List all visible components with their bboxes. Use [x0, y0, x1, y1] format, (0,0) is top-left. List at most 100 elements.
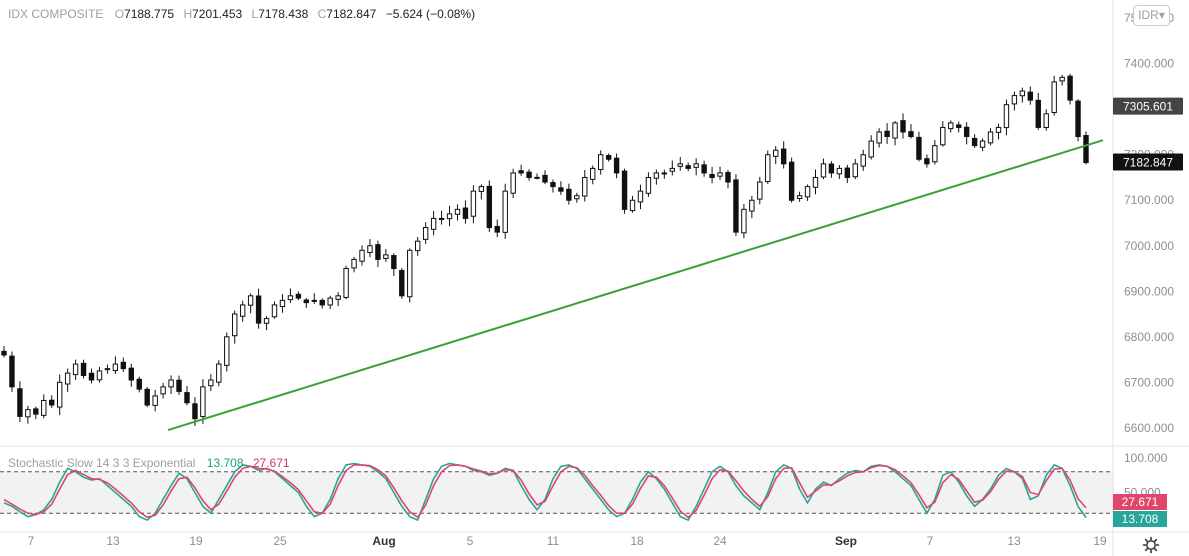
candle — [796, 195, 803, 199]
candle — [295, 293, 302, 299]
candle — [232, 313, 238, 337]
candle — [1035, 99, 1041, 128]
candle — [804, 186, 811, 198]
price-tick-label: 7100.000 — [1124, 193, 1174, 207]
candle — [502, 190, 508, 233]
stochastic-name[interactable]: Stochastic Slow 14 3 3 Exponential — [8, 456, 196, 470]
candle — [717, 172, 723, 177]
candle — [613, 157, 620, 174]
time-tick-label: 25 — [273, 534, 287, 548]
candle — [391, 254, 397, 270]
time-tick-label: Aug — [372, 534, 395, 548]
candle — [979, 140, 986, 148]
candle — [176, 379, 182, 392]
symbol-name[interactable]: IDX COMPOSITE — [8, 7, 104, 21]
candle — [876, 131, 882, 144]
candle — [271, 304, 278, 318]
candle — [104, 368, 111, 371]
time-tick-label: 18 — [630, 534, 644, 548]
price-tick-label: 7400.000 — [1124, 57, 1174, 71]
candle — [1067, 75, 1073, 101]
candle — [542, 174, 548, 183]
candle — [168, 379, 174, 388]
candles — [1, 73, 1089, 426]
candle — [335, 295, 341, 300]
close-key: C — [317, 7, 327, 21]
candle — [224, 336, 230, 366]
change-value: −5.624 (−0.08%) — [385, 7, 476, 21]
candle — [184, 392, 190, 404]
stochastic-legend[interactable]: Stochastic Slow 14 3 3 Exponential 13.70… — [8, 456, 290, 470]
stochastic-k-label — [1113, 511, 1167, 527]
candle — [415, 240, 421, 252]
price-tick-label: 6600.000 — [1124, 421, 1174, 435]
low-key: L — [251, 7, 259, 21]
candle — [590, 167, 596, 180]
candle — [216, 363, 222, 383]
candle — [780, 148, 787, 165]
candle — [1075, 100, 1081, 138]
candle — [112, 363, 119, 372]
candle — [995, 126, 1002, 133]
time-tick-label: Sep — [835, 534, 857, 548]
trendline — [167, 139, 1104, 432]
candle — [80, 362, 87, 376]
candle — [200, 386, 206, 418]
chevron-down-icon: ▾ — [1158, 8, 1165, 22]
candle — [279, 299, 286, 307]
candle — [518, 170, 524, 174]
candle — [255, 295, 262, 324]
stochastic-pane[interactable] — [0, 462, 1113, 522]
candle — [701, 164, 707, 174]
candle — [765, 154, 771, 183]
candle — [430, 217, 437, 230]
candle — [319, 299, 325, 306]
candle — [605, 155, 612, 160]
price-tick-label: 6900.000 — [1124, 284, 1174, 298]
candle — [645, 176, 652, 194]
price-pane[interactable] — [1, 73, 1104, 432]
candle — [399, 269, 405, 297]
candle — [25, 409, 31, 418]
candle — [836, 167, 843, 175]
candle — [661, 172, 668, 175]
ohlc-legend: IDX COMPOSITE O7188.775 H7201.453 L7178.… — [8, 7, 481, 21]
candle — [375, 244, 381, 260]
candle — [247, 295, 254, 306]
candle — [558, 187, 564, 192]
price-label-previous — [1113, 97, 1183, 115]
candle — [49, 399, 55, 406]
candle — [510, 172, 516, 194]
time-tick-label: 19 — [1093, 534, 1107, 548]
candle — [685, 165, 691, 169]
candle — [128, 367, 134, 381]
stochastic-d-label-text: 27.671 — [1122, 495, 1159, 509]
candle — [1027, 91, 1034, 101]
currency-selector[interactable]: IDR▾ — [1133, 5, 1170, 26]
candle — [136, 378, 142, 390]
stochastic-d-label — [1113, 494, 1167, 510]
stochastic-tick-label: 100.000 — [1124, 451, 1168, 465]
candle — [1011, 95, 1018, 105]
candle — [9, 355, 15, 388]
candle — [367, 245, 373, 254]
candle — [438, 217, 445, 220]
time-tick-label: 5 — [467, 534, 474, 548]
candle — [828, 163, 835, 174]
gear-icon[interactable] — [1142, 536, 1160, 554]
candle — [41, 399, 47, 416]
stochastic-k-label-text: 13.708 — [1122, 512, 1159, 526]
candle — [287, 295, 294, 301]
open-key: O — [114, 7, 125, 21]
candle — [725, 172, 731, 183]
candle — [64, 372, 71, 385]
currency-label: IDR — [1138, 8, 1159, 22]
candle — [470, 190, 477, 217]
candle — [359, 249, 365, 262]
candle — [486, 185, 493, 229]
candle — [120, 361, 127, 370]
candle — [160, 386, 166, 395]
